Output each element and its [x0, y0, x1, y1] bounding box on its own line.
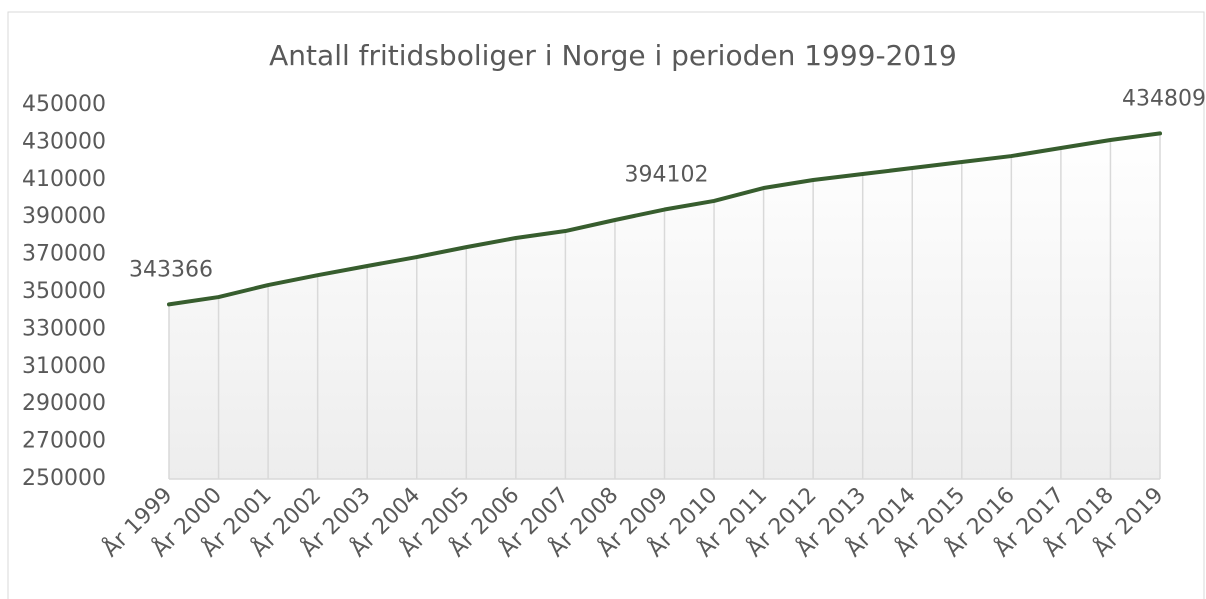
- data-label: 343366: [129, 257, 213, 282]
- y-tick-label: 450000: [22, 92, 106, 117]
- y-tick-label: 350000: [22, 279, 106, 304]
- y-tick-label: 410000: [22, 167, 106, 192]
- data-line: [167, 131, 1162, 307]
- y-tick-label: 330000: [22, 316, 106, 341]
- y-tick-label: 290000: [22, 391, 106, 416]
- data-label: 434809: [1122, 86, 1206, 111]
- y-tick-label: 310000: [22, 354, 106, 379]
- y-tick-label: 250000: [22, 466, 106, 491]
- y-tick-label: 370000: [22, 242, 106, 267]
- chart-title: Antall fritidsboliger i Norge i perioden…: [269, 39, 957, 72]
- data-label: 394102: [625, 163, 709, 188]
- y-tick-label: 430000: [22, 129, 106, 154]
- y-tick-label: 270000: [22, 429, 106, 454]
- y-tick-label: 390000: [22, 204, 106, 229]
